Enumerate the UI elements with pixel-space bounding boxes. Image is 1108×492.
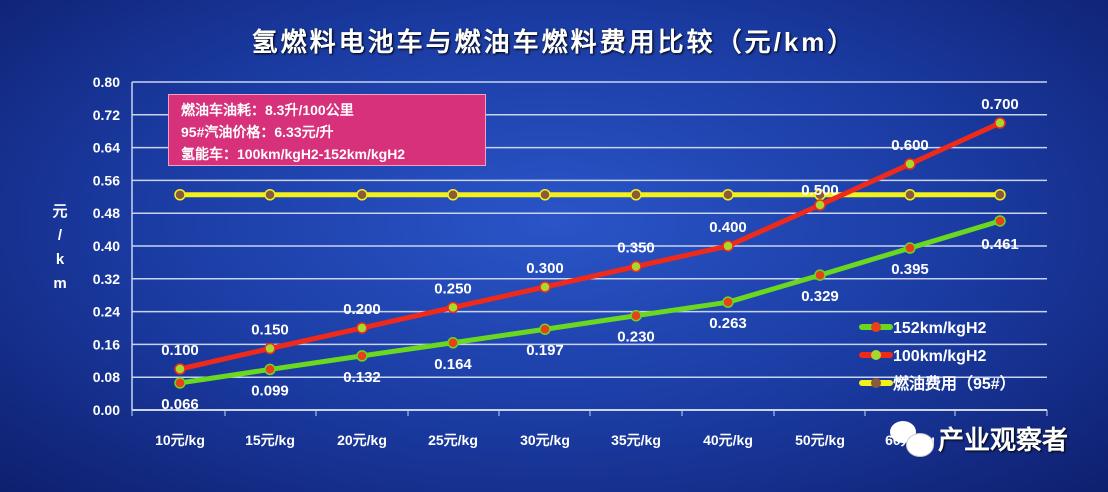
y-tick-label: 0.40 xyxy=(93,238,120,254)
wechat-icon xyxy=(890,420,934,457)
data-point xyxy=(904,242,916,254)
data-point xyxy=(722,189,734,201)
data-point xyxy=(356,189,368,201)
data-point xyxy=(904,158,916,170)
legend-marker xyxy=(871,350,881,360)
data-label: 0.100 xyxy=(161,342,199,359)
annotation-line: 燃油车油耗：8.3升/100公里 xyxy=(181,102,354,118)
data-point xyxy=(356,322,368,334)
data-label: 0.132 xyxy=(343,369,381,386)
data-point xyxy=(264,363,276,376)
legend-label: 100km/kgH2 xyxy=(893,348,986,365)
data-point xyxy=(264,189,276,201)
y-tick-label: 0.32 xyxy=(93,271,120,287)
x-tick-label: 25元/kg xyxy=(428,432,478,448)
data-point xyxy=(722,296,734,308)
data-point xyxy=(994,189,1006,201)
data-label: 0.700 xyxy=(981,96,1019,113)
data-point xyxy=(356,350,368,362)
data-label: 0.150 xyxy=(251,322,289,339)
annotation-line: 氢能车：100km/kgH2-152km/kgH2 xyxy=(181,146,406,162)
data-point xyxy=(539,323,551,335)
data-point xyxy=(447,189,459,201)
x-tick-label: 15元/kg xyxy=(245,432,295,448)
data-point xyxy=(447,337,459,349)
data-point xyxy=(174,189,186,201)
data-label: 0.066 xyxy=(161,396,199,413)
y-tick-label: 0.00 xyxy=(93,402,120,418)
data-label: 0.395 xyxy=(891,261,929,278)
data-label: 0.197 xyxy=(526,342,564,359)
data-point xyxy=(630,260,642,273)
legend-marker xyxy=(871,322,881,332)
data-label: 0.300 xyxy=(526,260,564,277)
annotation-line: 95#汽油价格：6.33元/升 xyxy=(181,124,334,140)
data-label: 0.400 xyxy=(709,219,747,236)
data-point xyxy=(447,301,459,314)
legend-label: 152km/kgH2 xyxy=(893,320,986,337)
data-label: 0.329 xyxy=(801,288,839,305)
data-label: 0.200 xyxy=(343,301,381,318)
y-tick-label: 0.56 xyxy=(93,172,120,188)
data-point xyxy=(539,281,551,293)
y-tick-label: 0.72 xyxy=(93,107,120,123)
data-label: 0.099 xyxy=(251,382,289,399)
chart-title: 氢燃料电池车与燃油车燃料费用比较（元/km） xyxy=(251,27,857,57)
data-point xyxy=(814,269,826,281)
data-label: 0.164 xyxy=(434,356,472,373)
data-point xyxy=(630,309,642,322)
data-label: 0.250 xyxy=(434,281,472,298)
data-point xyxy=(539,189,551,201)
y-tick-label: 0.08 xyxy=(93,369,120,385)
data-label: 0.461 xyxy=(981,236,1019,253)
data-point xyxy=(630,189,642,201)
annotation-box: 燃油车油耗：8.3升/100公里 95#汽油价格：6.33元/升 氢能车：100… xyxy=(168,94,486,166)
y-tick-label: 0.80 xyxy=(93,74,120,90)
data-point xyxy=(722,240,734,252)
data-point xyxy=(264,342,276,355)
data-point xyxy=(174,377,186,389)
x-tick-label: 20元/kg xyxy=(337,432,387,448)
data-label: 0.500 xyxy=(801,182,839,199)
legend-marker xyxy=(871,378,881,388)
y-tick-label: 0.24 xyxy=(93,304,120,320)
data-point xyxy=(814,199,826,211)
y-tick-label: 0.64 xyxy=(93,140,120,156)
watermark: 产业观察者 xyxy=(890,420,1068,457)
series-line xyxy=(179,120,1002,372)
data-point xyxy=(994,117,1006,129)
x-tick-label: 10元/kg xyxy=(155,432,205,448)
series-line xyxy=(179,218,1001,386)
x-tick-label: 35元/kg xyxy=(611,432,661,448)
data-label: 0.600 xyxy=(891,137,929,154)
data-point xyxy=(174,363,186,375)
y-axis-label: 元 / k m xyxy=(52,203,68,292)
data-point xyxy=(904,189,916,201)
y-tick-label: 0.16 xyxy=(93,336,120,352)
x-tick-label: 40元/kg xyxy=(703,432,753,448)
x-tick-label: 50元/kg xyxy=(795,432,845,448)
data-label: 0.263 xyxy=(709,315,747,332)
legend-label: 燃油费用（95#） xyxy=(893,374,1016,393)
x-tick-label: 30元/kg xyxy=(520,432,570,448)
data-label: 0.350 xyxy=(617,240,655,257)
y-tick-label: 0.48 xyxy=(93,205,120,221)
watermark-text: 产业观察者 xyxy=(938,425,1069,455)
data-label: 0.230 xyxy=(617,329,655,346)
data-point xyxy=(994,215,1006,227)
